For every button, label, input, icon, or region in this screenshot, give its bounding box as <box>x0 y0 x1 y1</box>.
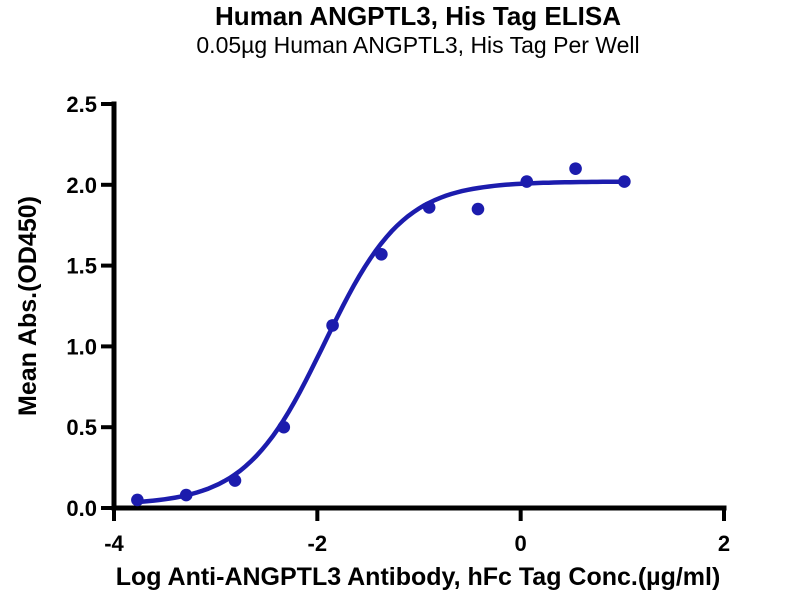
data-point <box>179 488 193 502</box>
x-axis-label: Log Anti-ANGPTL3 Antibody, hFc Tag Conc.… <box>115 563 721 591</box>
data-point <box>228 474 242 487</box>
y-tick-label: 1.0 <box>66 334 97 359</box>
fit-curve <box>135 179 627 505</box>
data-point <box>618 175 631 188</box>
x-tick-label: 0 <box>515 531 527 556</box>
y-tick-label: 0.5 <box>66 415 97 440</box>
x-tick-label: -4 <box>104 531 124 556</box>
y-tick-label: 1.5 <box>66 254 97 279</box>
x-tick-label: -2 <box>308 531 328 556</box>
data-point <box>131 493 144 507</box>
y-tick-label: 0.0 <box>66 496 97 521</box>
data-point <box>422 201 436 214</box>
x-tick-label: 2 <box>718 531 730 556</box>
data-point <box>471 202 485 216</box>
y-tick-label: 2.0 <box>66 173 97 198</box>
data-point <box>326 319 339 332</box>
data-point <box>520 175 534 188</box>
data-point <box>569 162 582 175</box>
chart-title: Human ANGPTL3, His Tag ELISA <box>215 1 621 31</box>
chart-subtitle: 0.05µg Human ANGPTL3, His Tag Per Well <box>196 32 640 58</box>
data-point <box>277 420 291 434</box>
axis-lines <box>111 101 727 511</box>
data-point <box>375 247 388 261</box>
y-tick-label: 2.5 <box>66 92 97 117</box>
